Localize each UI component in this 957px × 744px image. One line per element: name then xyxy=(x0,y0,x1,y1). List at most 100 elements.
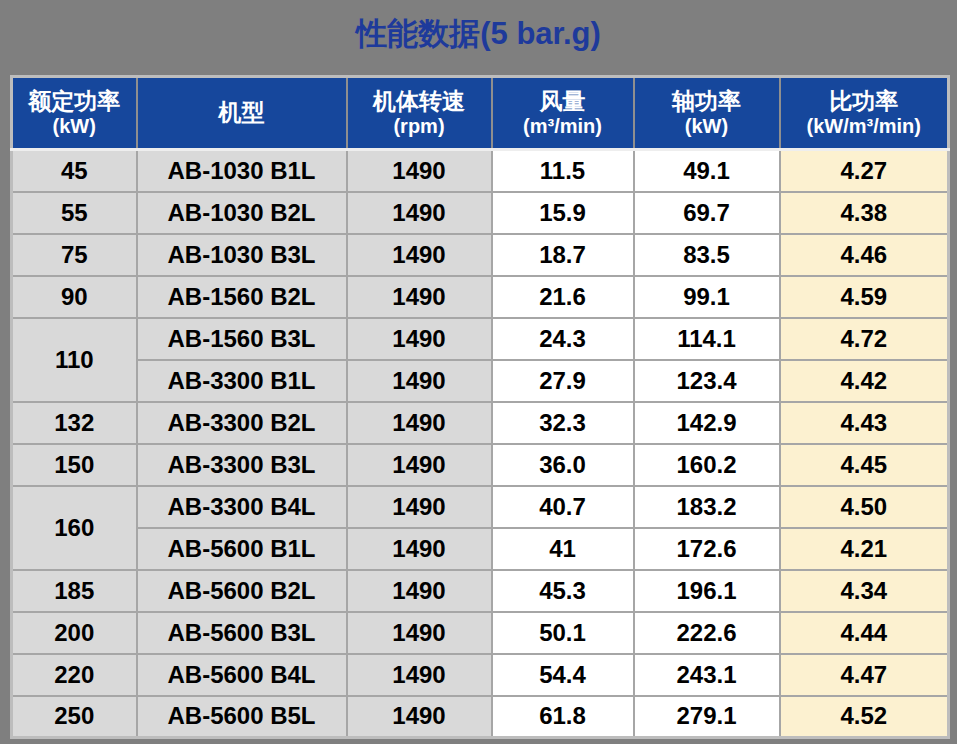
cell-specific-power: 4.59 xyxy=(780,276,949,318)
cell-rpm: 1490 xyxy=(347,360,492,402)
cell-flow: 50.1 xyxy=(492,612,634,654)
cell-specific-power: 4.21 xyxy=(780,528,949,570)
cell-model: AB-3300 B2L xyxy=(137,402,347,444)
table-row: 132AB-3300 B2L149032.3142.94.43 xyxy=(12,402,949,444)
header-row: 额定功率 (kW) 机型 机体转速 (rpm) 风量 (m³/min) 轴功率 … xyxy=(12,77,949,150)
cell-rpm: 1490 xyxy=(347,696,492,738)
cell-specific-power: 4.45 xyxy=(780,444,949,486)
cell-shaft-power: 196.1 xyxy=(634,570,780,612)
cell-model: AB-1030 B3L xyxy=(137,234,347,276)
cell-rated-power: 75 xyxy=(12,234,137,276)
cell-specific-power: 4.72 xyxy=(780,318,949,360)
cell-specific-power: 4.38 xyxy=(780,192,949,234)
page-title: 性能数据(5 bar.g) xyxy=(0,0,957,55)
cell-rated-power: 45 xyxy=(12,150,137,192)
cell-specific-power: 4.27 xyxy=(780,150,949,192)
cell-shaft-power: 69.7 xyxy=(634,192,780,234)
cell-shaft-power: 49.1 xyxy=(634,150,780,192)
col-header-shaft-power: 轴功率 (kW) xyxy=(634,77,780,150)
col-header-label: 额定功率 xyxy=(13,88,136,116)
col-header-label: 轴功率 xyxy=(635,88,779,116)
cell-flow: 27.9 xyxy=(492,360,634,402)
cell-model: AB-1030 B2L xyxy=(137,192,347,234)
cell-shaft-power: 160.2 xyxy=(634,444,780,486)
col-header-unit: (kW) xyxy=(635,115,779,138)
cell-rated-power: 150 xyxy=(12,444,137,486)
cell-specific-power: 4.46 xyxy=(780,234,949,276)
cell-flow: 41 xyxy=(492,528,634,570)
cell-rated-power: 160 xyxy=(12,486,137,570)
col-header-unit: (kW) xyxy=(13,115,136,138)
cell-flow: 32.3 xyxy=(492,402,634,444)
cell-shaft-power: 279.1 xyxy=(634,696,780,738)
table-row: 200AB-5600 B3L149050.1222.64.44 xyxy=(12,612,949,654)
cell-flow: 21.6 xyxy=(492,276,634,318)
cell-rpm: 1490 xyxy=(347,234,492,276)
table-row: 55AB-1030 B2L149015.969.74.38 xyxy=(12,192,949,234)
cell-model: AB-1560 B2L xyxy=(137,276,347,318)
cell-shaft-power: 114.1 xyxy=(634,318,780,360)
table-row: 250AB-5600 B5L149061.8279.14.52 xyxy=(12,696,949,738)
cell-model: AB-5600 B5L xyxy=(137,696,347,738)
cell-shaft-power: 243.1 xyxy=(634,654,780,696)
cell-flow: 61.8 xyxy=(492,696,634,738)
cell-rpm: 1490 xyxy=(347,150,492,192)
col-header-label: 机体转速 xyxy=(348,88,491,116)
cell-rpm: 1490 xyxy=(347,444,492,486)
col-header-rpm: 机体转速 (rpm) xyxy=(347,77,492,150)
col-header-rated-power: 额定功率 (kW) xyxy=(12,77,137,150)
cell-specific-power: 4.43 xyxy=(780,402,949,444)
table-row: 150AB-3300 B3L149036.0160.24.45 xyxy=(12,444,949,486)
cell-rpm: 1490 xyxy=(347,192,492,234)
cell-flow: 45.3 xyxy=(492,570,634,612)
cell-model: AB-5600 B4L xyxy=(137,654,347,696)
cell-flow: 15.9 xyxy=(492,192,634,234)
col-header-label: 比功率 xyxy=(781,88,948,116)
table-row: 185AB-5600 B2L149045.3196.14.34 xyxy=(12,570,949,612)
cell-shaft-power: 99.1 xyxy=(634,276,780,318)
cell-rpm: 1490 xyxy=(347,486,492,528)
col-header-unit: (m³/min) xyxy=(493,115,633,138)
cell-rated-power: 90 xyxy=(12,276,137,318)
cell-model: AB-3300 B4L xyxy=(137,486,347,528)
cell-model: AB-5600 B1L xyxy=(137,528,347,570)
col-header-specific-power: 比功率 (kW/m³/min) xyxy=(780,77,949,150)
col-header-label: 风量 xyxy=(493,88,633,116)
table-row: 45AB-1030 B1L149011.549.14.27 xyxy=(12,150,949,192)
col-header-flow: 风量 (m³/min) xyxy=(492,77,634,150)
cell-rated-power: 220 xyxy=(12,654,137,696)
table-body: 45AB-1030 B1L149011.549.14.2755AB-1030 B… xyxy=(12,150,949,738)
cell-model: AB-1560 B3L xyxy=(137,318,347,360)
table-row: AB-5600 B1L149041172.64.21 xyxy=(12,528,949,570)
cell-rpm: 1490 xyxy=(347,612,492,654)
cell-model: AB-1030 B1L xyxy=(137,150,347,192)
cell-specific-power: 4.52 xyxy=(780,696,949,738)
cell-rated-power: 55 xyxy=(12,192,137,234)
cell-shaft-power: 123.4 xyxy=(634,360,780,402)
cell-rated-power: 110 xyxy=(12,318,137,402)
cell-flow: 40.7 xyxy=(492,486,634,528)
cell-model: AB-3300 B1L xyxy=(137,360,347,402)
cell-flow: 54.4 xyxy=(492,654,634,696)
cell-rated-power: 132 xyxy=(12,402,137,444)
cell-specific-power: 4.47 xyxy=(780,654,949,696)
cell-rated-power: 200 xyxy=(12,612,137,654)
cell-rpm: 1490 xyxy=(347,276,492,318)
cell-specific-power: 4.50 xyxy=(780,486,949,528)
col-header-model: 机型 xyxy=(137,77,347,150)
cell-rpm: 1490 xyxy=(347,402,492,444)
cell-shaft-power: 222.6 xyxy=(634,612,780,654)
performance-table: 额定功率 (kW) 机型 机体转速 (rpm) 风量 (m³/min) 轴功率 … xyxy=(10,75,950,739)
cell-flow: 11.5 xyxy=(492,150,634,192)
col-header-label: 机型 xyxy=(138,99,346,127)
cell-shaft-power: 172.6 xyxy=(634,528,780,570)
cell-model: AB-3300 B3L xyxy=(137,444,347,486)
table-row: 75AB-1030 B3L149018.783.54.46 xyxy=(12,234,949,276)
cell-shaft-power: 142.9 xyxy=(634,402,780,444)
cell-specific-power: 4.34 xyxy=(780,570,949,612)
cell-specific-power: 4.44 xyxy=(780,612,949,654)
table-row: 90AB-1560 B2L149021.699.14.59 xyxy=(12,276,949,318)
table-row: 110AB-1560 B3L149024.3114.14.72 xyxy=(12,318,949,360)
cell-rpm: 1490 xyxy=(347,318,492,360)
cell-rpm: 1490 xyxy=(347,528,492,570)
